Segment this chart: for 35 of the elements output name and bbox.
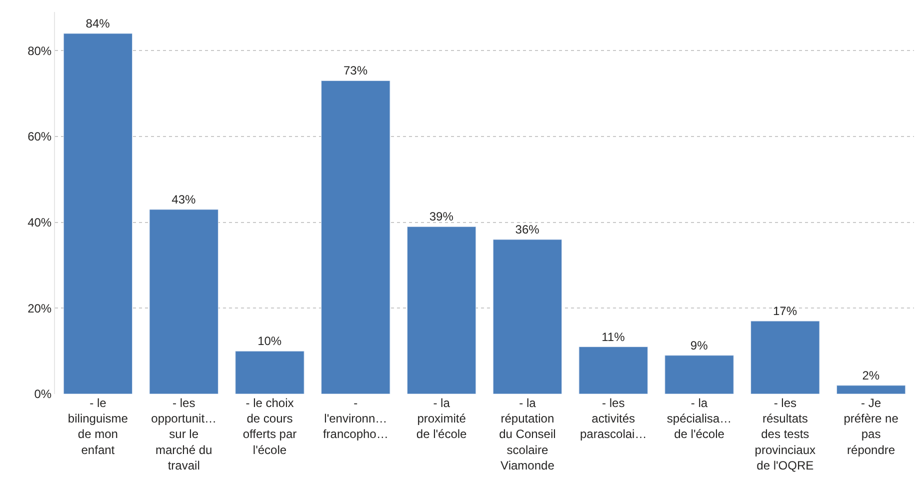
bar xyxy=(235,350,304,394)
bar xyxy=(664,355,734,394)
x-tick-label: - l'environn… francopho… xyxy=(322,396,388,442)
data-label: 39% xyxy=(429,210,454,224)
x-tick-label: - la réputation du Conseil scolaire Viamonde xyxy=(499,396,556,472)
data-label: 10% xyxy=(258,334,282,348)
bar xyxy=(149,209,218,394)
y-tick-label: 60% xyxy=(28,130,52,144)
x-tick-label: - la proximité de l'école xyxy=(416,396,468,442)
x-tick-label: - le bilinguisme de mon enfant xyxy=(68,396,128,457)
bar xyxy=(836,385,906,394)
data-label: 84% xyxy=(86,16,110,30)
bar xyxy=(63,33,133,394)
x-tick-label: - la spécialisa… de l'école xyxy=(666,396,732,442)
y-tick-label: 80% xyxy=(28,44,52,58)
data-label: 73% xyxy=(343,64,368,78)
data-label: 2% xyxy=(862,368,880,382)
bar xyxy=(578,346,648,394)
x-tick-label: - les résultats des tests provinciaux de l'OQRE xyxy=(754,396,816,472)
x-tick-label: - les activités parascolai… xyxy=(580,396,647,442)
data-label: 9% xyxy=(690,338,708,352)
x-tick-label: - le choix de cours offerts par l'école xyxy=(242,396,297,457)
x-tick-label: - Je préfère ne pas répondre xyxy=(844,396,899,457)
bar xyxy=(321,80,390,394)
data-label: 11% xyxy=(602,330,626,344)
y-tick-label: 20% xyxy=(28,301,52,316)
data-label: 17% xyxy=(772,304,798,318)
bar xyxy=(406,226,476,394)
y-tick-label: 0% xyxy=(34,387,52,402)
y-tick-label: 40% xyxy=(28,216,52,230)
bar xyxy=(492,239,562,394)
bar xyxy=(750,320,820,394)
x-tick-label: - les opportunit… sur le marché du travail xyxy=(151,396,217,472)
data-label: 43% xyxy=(172,192,196,206)
data-label: 36% xyxy=(515,222,540,236)
